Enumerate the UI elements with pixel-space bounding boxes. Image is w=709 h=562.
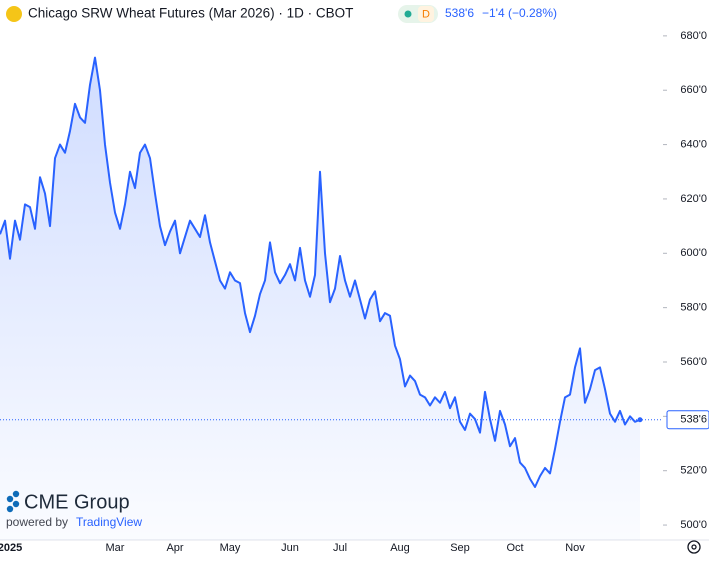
status-dot [404,10,412,18]
x-tick-label: Jun [281,542,299,554]
last-point [637,417,643,423]
logo-dot [12,490,20,498]
gear-center [691,544,697,550]
logo-dot [12,500,20,508]
chart-title: Chicago SRW Wheat Futures (Mar 2026) · 1… [28,6,353,21]
y-tick-label: 660'0 [680,84,707,96]
area-fill [0,57,640,540]
y-tick-label: 600'0 [680,247,707,259]
x-tick-label: Apr [166,542,183,554]
x-tick-label: 2025 [0,542,22,554]
y-tick-label: 580'0 [680,302,707,314]
logo-dot [6,505,14,513]
symbol-icon [6,6,22,22]
y-tick-label: 500'0 [680,519,707,531]
logo: CME Group powered by TradingView [6,490,142,529]
settings-icon[interactable] [687,540,701,554]
x-tick-label: Oct [506,542,523,554]
x-tick-label: Aug [390,542,410,554]
y-tick-label: 640'0 [680,138,707,150]
powered-by: powered by [6,515,68,529]
x-tick-label: Nov [565,542,585,554]
y-tick-label: 680'0 [680,30,707,42]
last-price: 538'6 [445,6,474,20]
price-line [0,56,641,489]
last-price-label: 538'6 [680,414,707,426]
price-change: −1'4 (−0.28%) [482,6,557,20]
gear[interactable] [687,540,701,554]
last-price-box [666,410,709,430]
x-tick-label: May [220,542,241,554]
badge-bg [418,6,434,22]
x-tick-label: Jul [333,542,347,554]
badge: D [422,8,430,20]
x-tick-label: Sep [450,542,470,554]
y-tick-label: 520'0 [680,465,707,477]
x-tick-label: Mar [106,542,125,554]
header-bg [0,0,580,28]
logo-text: CME Group [24,491,130,513]
y-tick-label: 620'0 [680,193,707,205]
provider: TradingView [76,515,142,529]
logo-dot [6,495,14,503]
y-tick-label: 560'0 [680,356,707,368]
